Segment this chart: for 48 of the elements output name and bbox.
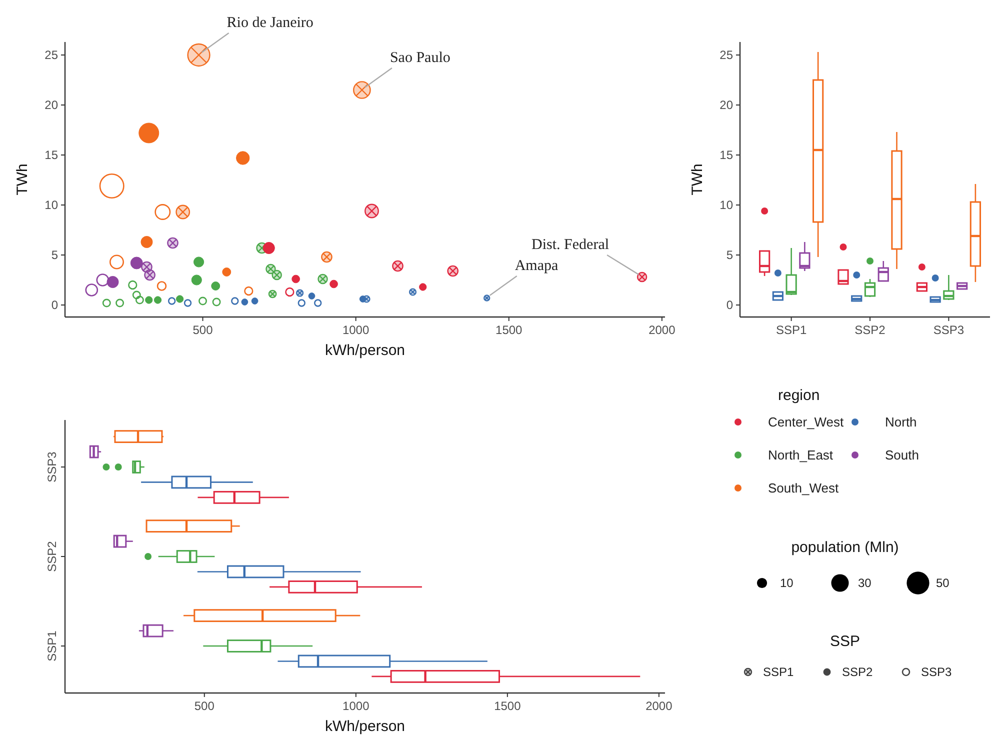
y-tick-label: 5 — [726, 248, 734, 262]
x-tick-label: SSP1 — [776, 323, 807, 337]
x-tick-label: 500 — [192, 323, 214, 337]
x-tick-label: 500 — [194, 699, 215, 713]
x-tick-label: 1000 — [342, 699, 370, 713]
x-tick-label: 1500 — [496, 323, 523, 337]
y-tick-label: 20 — [44, 98, 58, 112]
y-axis-title: TWh — [14, 164, 31, 196]
category-label: SSP1 — [763, 665, 794, 680]
y-tick-label: 15 — [44, 148, 58, 162]
text: population (Mln) — [791, 539, 899, 556]
y-tick-label: 15 — [720, 148, 734, 162]
text: SSP — [830, 633, 860, 650]
y-tick-label: 10 — [720, 198, 734, 212]
annotation: Amapa — [514, 258, 558, 274]
x-tick-label: SSP2 — [854, 323, 886, 337]
category-label: SSP3 — [921, 665, 952, 680]
annotation: Sao Paulo — [390, 50, 450, 66]
legend-label: 10 — [780, 576, 794, 590]
x-axis-title: kWh/person — [324, 342, 406, 359]
y-tick-label: SSP2 — [45, 540, 59, 572]
legend-title: region — [778, 387, 820, 404]
legend-label: 30 — [858, 576, 872, 590]
x-tick-label: 2000 — [648, 323, 676, 337]
y-tick-label: 5 — [51, 248, 58, 262]
y-tick-label: SSP1 — [45, 630, 59, 662]
legend-label: South_West — [768, 480, 839, 496]
annotation: Dist. Federal — [532, 237, 610, 253]
x-axis-title: kWh/person — [324, 718, 406, 735]
y-tick-label: 20 — [720, 98, 734, 112]
legend-label: North_East — [768, 448, 834, 463]
y-tick-label: SSP3 — [45, 451, 59, 482]
x-tick-label: 2000 — [646, 699, 673, 713]
x-tick-label: 1000 — [342, 323, 370, 337]
legend-label: South — [885, 448, 919, 463]
y-tick-label: 10 — [44, 198, 58, 212]
y-tick-label: 25 — [44, 48, 58, 62]
legend-label: North — [885, 414, 917, 430]
annotation: Rio de Janeiro — [226, 15, 314, 31]
y-tick-label: 0 — [51, 298, 58, 312]
legend-label: Center_West — [768, 414, 844, 430]
y-tick-label: 0 — [726, 298, 734, 312]
y-tick-label: 25 — [720, 48, 734, 62]
category-label: SSP2 — [842, 665, 873, 680]
x-tick-label: 1500 — [494, 699, 522, 713]
x-tick-label: SSP3 — [933, 323, 964, 337]
legend-label: 50 — [936, 576, 950, 590]
y-axis-title: TWh — [689, 164, 706, 196]
